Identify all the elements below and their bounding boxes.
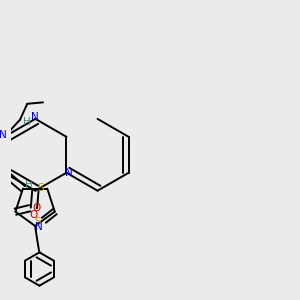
Text: N: N [32, 112, 39, 122]
Text: H: H [23, 117, 31, 127]
Text: N: N [35, 221, 42, 232]
Text: H: H [26, 180, 33, 190]
Text: N: N [65, 168, 73, 178]
Text: S: S [38, 183, 44, 193]
Text: S: S [34, 217, 41, 227]
Text: N: N [0, 130, 7, 140]
Text: O: O [32, 202, 40, 213]
Text: O: O [30, 210, 38, 220]
